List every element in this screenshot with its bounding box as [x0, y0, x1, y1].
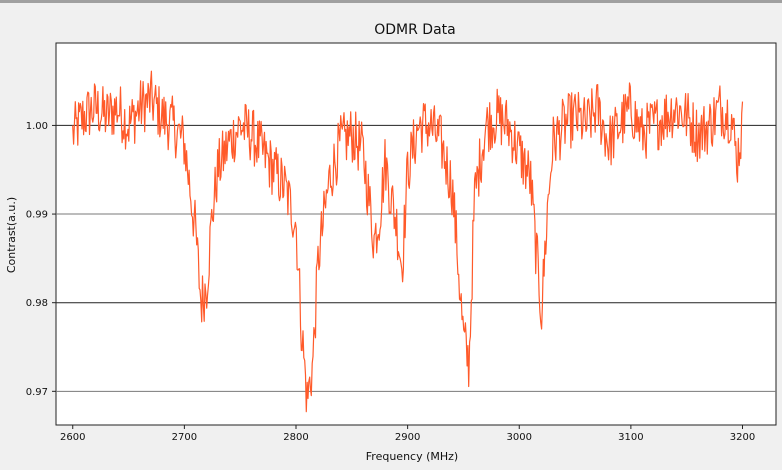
x-tick-label: 3100 [618, 432, 643, 443]
x-tick-label: 2900 [395, 432, 420, 443]
window-top-edge [0, 0, 782, 3]
y-tick-label: 0.98 [26, 298, 48, 309]
x-tick-label: 2700 [172, 432, 197, 443]
y-axis-label: Contrast(a.u.) [5, 197, 18, 273]
y-tick-label: 0.99 [26, 210, 48, 221]
y-tick-label: 1.00 [26, 121, 48, 132]
x-axis-label: Frequency (MHz) [366, 450, 458, 463]
series-layer [72, 70, 744, 413]
odmr-series-line [72, 70, 744, 413]
x-tick-label: 2600 [60, 432, 85, 443]
grid-lines [56, 124, 776, 392]
x-tick-label: 3200 [730, 432, 755, 443]
x-tick-label: 2800 [283, 432, 308, 443]
x-axis: 2600 2700 2800 2900 3000 3100 3200 [60, 425, 755, 443]
y-axis: 0.97 0.98 0.99 1.00 [26, 121, 56, 398]
chart-title: ODMR Data [374, 22, 455, 38]
y-tick-label: 0.97 [26, 387, 48, 398]
x-tick-label: 3000 [507, 432, 532, 443]
